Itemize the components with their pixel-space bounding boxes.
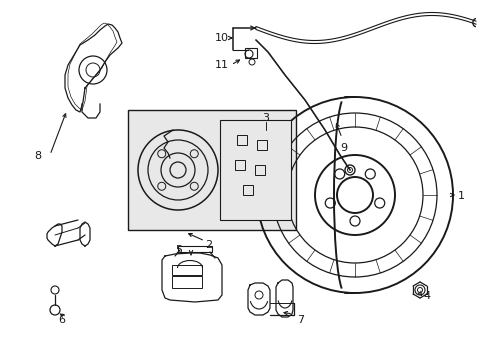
Bar (243, 185, 253, 195)
Text: 5: 5 (175, 245, 182, 255)
Bar (128, 110, 295, 230)
Bar (237, 135, 246, 145)
Bar (244, 48, 257, 58)
Text: 10: 10 (215, 33, 228, 43)
Bar (178, 246, 212, 252)
Text: 11: 11 (215, 60, 228, 70)
Text: 1: 1 (457, 191, 464, 201)
Bar (255, 165, 264, 175)
Bar (172, 276, 202, 288)
Bar (257, 140, 266, 150)
Text: 7: 7 (296, 315, 304, 325)
Text: 3: 3 (262, 113, 268, 123)
Text: 9: 9 (339, 143, 346, 153)
Text: 4: 4 (422, 291, 429, 301)
Bar (172, 265, 202, 275)
Bar (220, 120, 290, 220)
Bar (235, 160, 244, 170)
Text: 6: 6 (58, 315, 65, 325)
Text: 2: 2 (204, 240, 212, 250)
Text: 8: 8 (34, 151, 41, 161)
